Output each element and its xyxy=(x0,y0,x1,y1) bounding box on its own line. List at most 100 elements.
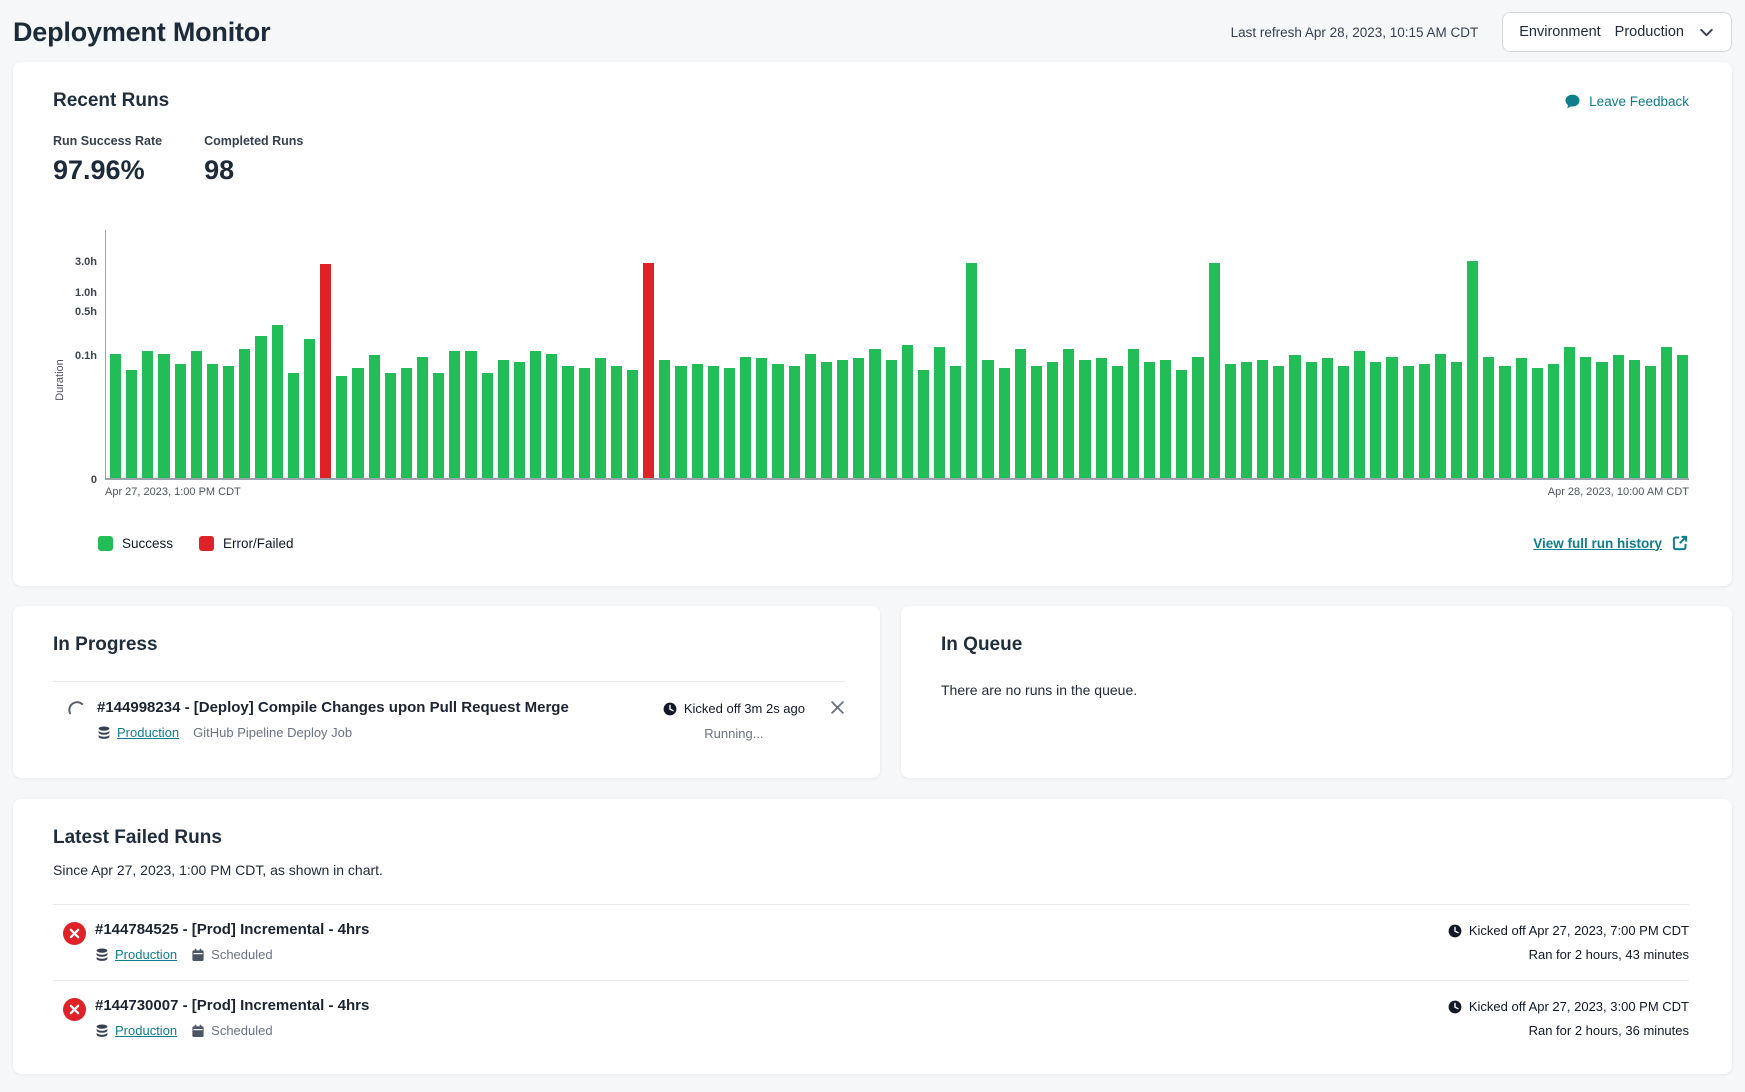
chart-bar-success[interactable] xyxy=(611,366,622,478)
chart-bar-success[interactable] xyxy=(1112,366,1123,478)
chart-bar-success[interactable] xyxy=(1079,360,1090,478)
chart-bar-success[interactable] xyxy=(385,373,396,478)
chart-bar-success[interactable] xyxy=(740,357,751,478)
chart-bar-success[interactable] xyxy=(1435,354,1446,478)
chart-bar-success[interactable] xyxy=(158,354,169,478)
chart-bar-success[interactable] xyxy=(1613,355,1624,478)
chart-bar-success[interactable] xyxy=(1273,366,1284,478)
chart-bar-success[interactable] xyxy=(1661,347,1672,478)
leave-feedback-link[interactable]: Leave Feedback xyxy=(1564,93,1689,110)
chart-bar-success[interactable] xyxy=(950,366,961,478)
chart-bar-success[interactable] xyxy=(336,376,347,478)
chart-bar-success[interactable] xyxy=(1403,366,1414,478)
environment-link[interactable]: Production xyxy=(95,1023,177,1038)
view-full-run-history-link[interactable]: View full run history xyxy=(1533,534,1689,552)
chart-bar-success[interactable] xyxy=(708,366,719,478)
chart-bar-success[interactable] xyxy=(1532,368,1543,478)
chart-bar-success[interactable] xyxy=(805,354,816,478)
chart-bar-success[interactable] xyxy=(1370,362,1381,478)
chart-bar-success[interactable] xyxy=(1354,351,1365,478)
chart-bar-success[interactable] xyxy=(465,351,476,478)
chart-bar-success[interactable] xyxy=(1596,362,1607,478)
chart-bar-success[interactable] xyxy=(562,366,573,478)
chart-bar-success[interactable] xyxy=(1451,362,1462,478)
chart-bar-success[interactable] xyxy=(1580,357,1591,478)
chart-bar-success[interactable] xyxy=(369,355,380,478)
chart-bar-success[interactable] xyxy=(514,362,525,478)
chart-bar-success[interactable] xyxy=(1564,347,1575,478)
chart-bar-success[interactable] xyxy=(223,366,234,478)
chart-bar-success[interactable] xyxy=(142,351,153,478)
chart-bar-success[interactable] xyxy=(449,351,460,478)
chart-bar-success[interactable] xyxy=(821,362,832,478)
chart-bar-success[interactable] xyxy=(255,336,266,478)
chart-bar-error[interactable] xyxy=(320,264,331,478)
chart-bar-success[interactable] xyxy=(918,370,929,478)
chart-bar-success[interactable] xyxy=(724,368,735,478)
chart-bar-success[interactable] xyxy=(692,364,703,478)
chart-bar-success[interactable] xyxy=(1499,366,1510,478)
chart-bar-success[interactable] xyxy=(1063,349,1074,478)
chart-bar-success[interactable] xyxy=(175,364,186,478)
chart-bar-success[interactable] xyxy=(482,373,493,478)
chart-bar-success[interactable] xyxy=(401,368,412,478)
chart-bar-success[interactable] xyxy=(1677,355,1688,478)
chart-bar-success[interactable] xyxy=(1548,364,1559,478)
chart-bar-success[interactable] xyxy=(191,351,202,478)
chart-bar-success[interactable] xyxy=(627,370,638,478)
chart-bar-success[interactable] xyxy=(853,358,864,478)
chart-bar-success[interactable] xyxy=(1176,370,1187,478)
chart-bar-success[interactable] xyxy=(530,351,541,478)
chart-bar-success[interactable] xyxy=(126,370,137,478)
chart-bar-success[interactable] xyxy=(304,339,315,478)
chart-bar-success[interactable] xyxy=(1209,263,1220,478)
chart-bar-success[interactable] xyxy=(352,368,363,478)
chart-bar-success[interactable] xyxy=(1338,366,1349,478)
chart-bar-success[interactable] xyxy=(1031,366,1042,478)
chart-bar-success[interactable] xyxy=(579,368,590,478)
chart-bar-success[interactable] xyxy=(417,357,428,478)
chart-bar-success[interactable] xyxy=(756,358,767,478)
chart-bar-success[interactable] xyxy=(1225,364,1236,478)
chart-bar-success[interactable] xyxy=(239,349,250,478)
chart-bar-success[interactable] xyxy=(1241,362,1252,478)
chart-bar-success[interactable] xyxy=(772,364,783,478)
environment-dropdown[interactable]: Environment Production xyxy=(1502,12,1732,52)
chart-bar-success[interactable] xyxy=(1192,357,1203,478)
environment-link[interactable]: Production xyxy=(95,947,177,962)
chart-bar-success[interactable] xyxy=(1386,357,1397,478)
chart-bar-success[interactable] xyxy=(1629,360,1640,478)
environment-link[interactable]: Production xyxy=(97,725,179,740)
chart-bar-success[interactable] xyxy=(837,360,848,478)
chart-bar-success[interactable] xyxy=(1257,360,1268,478)
chart-bar-success[interactable] xyxy=(1015,349,1026,478)
chart-bar-success[interactable] xyxy=(1483,357,1494,478)
chart-bar-success[interactable] xyxy=(934,347,945,478)
chart-bar-success[interactable] xyxy=(1047,362,1058,478)
chart-bar-success[interactable] xyxy=(1645,366,1656,478)
chart-bar-success[interactable] xyxy=(546,354,557,478)
chart-bar-success[interactable] xyxy=(1096,358,1107,478)
chart-bar-success[interactable] xyxy=(272,325,283,478)
chart-bar-success[interactable] xyxy=(1160,360,1171,478)
chart-bar-success[interactable] xyxy=(1289,355,1300,478)
chart-bar-error[interactable] xyxy=(643,263,654,478)
chart-bar-success[interactable] xyxy=(110,354,121,478)
chart-bar-success[interactable] xyxy=(288,373,299,478)
chart-bar-success[interactable] xyxy=(675,366,686,478)
chart-bar-success[interactable] xyxy=(433,373,444,478)
chart-bar-success[interactable] xyxy=(982,360,993,478)
chart-bar-success[interactable] xyxy=(1306,362,1317,478)
chart-bar-success[interactable] xyxy=(1144,362,1155,478)
chart-bar-success[interactable] xyxy=(659,360,670,478)
chart-bar-success[interactable] xyxy=(902,345,913,478)
chart-bar-success[interactable] xyxy=(498,360,509,478)
close-icon[interactable] xyxy=(830,700,845,715)
chart-bar-success[interactable] xyxy=(1322,358,1333,478)
chart-bar-success[interactable] xyxy=(595,358,606,478)
chart-bar-success[interactable] xyxy=(886,360,897,478)
chart-bar-success[interactable] xyxy=(966,263,977,478)
chart-bar-success[interactable] xyxy=(789,366,800,478)
chart-bar-success[interactable] xyxy=(1516,358,1527,478)
chart-bar-success[interactable] xyxy=(869,349,880,478)
